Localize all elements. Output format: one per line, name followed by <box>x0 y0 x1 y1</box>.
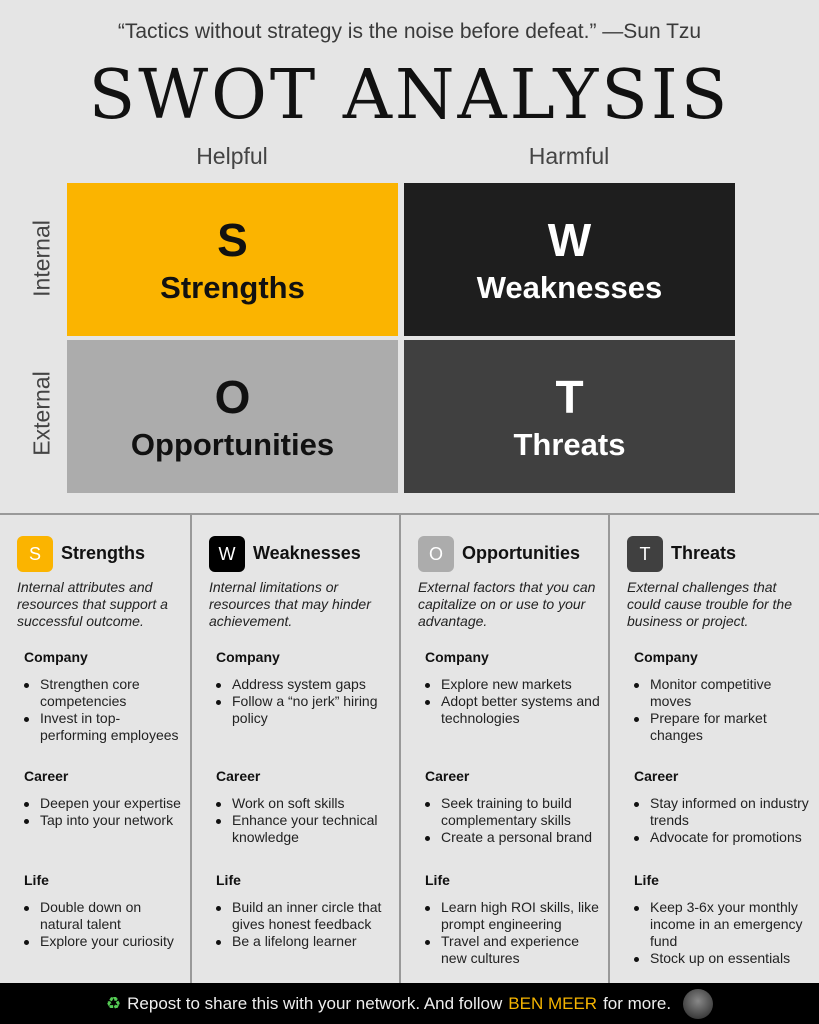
quadrant-letter: W <box>547 213 592 266</box>
quadrant-letter: S <box>217 213 248 266</box>
details-section: S Strengths Internal attributes and reso… <box>0 513 819 985</box>
list-item: Keep 3-6x your monthly income in an emer… <box>634 899 813 950</box>
column-description: Internal limitations or resources that m… <box>209 579 371 629</box>
group-company: Company Strengthen core competencies Inves… <box>24 649 184 744</box>
list-item: Stay informed on industry trends <box>634 795 813 829</box>
quadrant-letter: O <box>214 370 251 423</box>
author-link[interactable]: BEN MEER <box>508 993 598 1013</box>
list-item: Learn high ROI skills, like prompt engin… <box>425 899 602 933</box>
list-item: Stock up on essentials <box>634 950 813 967</box>
group-heading: Career <box>216 768 261 784</box>
column-threats: T Threats External challenges that could… <box>610 515 819 985</box>
page-title: SWOT ANALYSIS <box>88 56 731 135</box>
column-title: Threats <box>671 543 737 563</box>
group-heading: Career <box>634 768 679 784</box>
row-label-internal: Internal <box>28 220 55 297</box>
group-heading: Life <box>24 872 49 888</box>
quadrant-name: Strengths <box>160 269 305 305</box>
list-item: Deepen your expertise <box>24 795 184 812</box>
list-item: Work on soft skills <box>216 795 393 812</box>
badge-icon: T <box>627 536 663 572</box>
list-item: Enhance your technical knowledge <box>216 812 393 846</box>
column-title: Weaknesses <box>253 543 361 563</box>
column-description: External challenges that could cause tro… <box>627 579 792 629</box>
list-item: Adopt better systems and technologies <box>425 693 602 727</box>
badge-icon: O <box>418 536 454 572</box>
group-career: Career Seek training to build complementa… <box>425 768 602 846</box>
footer: ♻ Repost to share this with your network… <box>0 983 819 1024</box>
list-item: Prepare for market changes <box>634 710 813 744</box>
row-label-external: External <box>28 371 55 456</box>
group-life: Life Build an inner circle that gives hon… <box>216 872 393 950</box>
quadrant-name: Opportunities <box>130 426 335 462</box>
list-item: Address system gaps <box>216 676 393 693</box>
group-heading: Company <box>24 649 88 665</box>
list-item: Invest in top-performing employees <box>24 710 184 744</box>
group-heading: Career <box>425 768 470 784</box>
quadrant-weaknesses: W Weaknesses <box>404 183 735 336</box>
col-label-harmful: Harmful <box>528 143 610 169</box>
recycle-icon: ♻ <box>105 993 122 1013</box>
quadrant-name: Threats <box>513 426 626 462</box>
group-heading: Company <box>216 649 280 665</box>
group-heading: Company <box>634 649 698 665</box>
group-career: Career Stay informed on industry trends Ad… <box>634 768 813 846</box>
quote: “Tactics without strategy is the noise b… <box>117 20 702 43</box>
group-life: Life Double down on natural talent Explore… <box>24 872 184 950</box>
quadrant-opportunities: O Opportunities <box>67 340 398 493</box>
avatar <box>683 988 714 1019</box>
list-item: Strengthen core competencies <box>24 676 184 710</box>
list-item: Be a lifelong learner <box>216 933 393 950</box>
quadrant-strengths: S Strengths <box>67 183 398 336</box>
group-heading: Company <box>425 649 489 665</box>
list-item: Create a personal brand <box>425 829 602 846</box>
list-item: Tap into your network <box>24 812 184 829</box>
list-item: Advocate for promotions <box>634 829 813 846</box>
list-item: Double down on natural talent <box>24 899 184 933</box>
column-description: Internal attributes and resources that s… <box>17 579 168 629</box>
quadrant-threats: T Threats <box>404 340 735 493</box>
column-description: External factors that you can capitalize… <box>418 579 596 629</box>
group-heading: Life <box>216 872 241 888</box>
column-opportunities: O Opportunities External factors that yo… <box>401 515 610 985</box>
group-career: Career Deepen your expertise Tap into your… <box>24 768 184 829</box>
group-company: Company Address system gaps Follow a “no j… <box>216 649 393 727</box>
list-item: Follow a “no jerk” hiring policy <box>216 693 393 727</box>
group-heading: Career <box>24 768 69 784</box>
group-heading: Life <box>425 872 450 888</box>
column-title: Strengths <box>61 543 146 563</box>
column-title: Opportunities <box>462 543 580 563</box>
list-item: Explore your curiosity <box>24 933 184 950</box>
group-company: Company Explore new markets Adopt better s… <box>425 649 602 727</box>
column-strengths: S Strengths Internal attributes and reso… <box>0 515 192 985</box>
group-career: Career Work on soft skills Enhance your te… <box>216 768 393 846</box>
list-item: Explore new markets <box>425 676 602 693</box>
list-item: Build an inner circle that gives honest … <box>216 899 393 933</box>
quadrant-name: Weaknesses <box>476 269 663 305</box>
footer-text: Repost to share this with your network. … <box>127 993 503 1013</box>
group-heading: Life <box>634 872 659 888</box>
list-item: Travel and experience new cultures <box>425 933 602 967</box>
list-item: Monitor competitive moves <box>634 676 813 710</box>
badge-icon: W <box>209 536 245 572</box>
badge-icon: S <box>17 536 53 572</box>
footer-text-end: for more. <box>603 993 672 1013</box>
list-item: Seek training to build complementary ski… <box>425 795 602 829</box>
col-label-helpful: Helpful <box>196 143 268 169</box>
group-company: Company Monitor competitive moves Prepare … <box>634 649 813 744</box>
group-life: Life Learn high ROI skills, like prompt e… <box>425 872 602 967</box>
column-weaknesses: W Weaknesses Internal limitations or res… <box>192 515 401 985</box>
group-life: Life Keep 3-6x your monthly income in an … <box>634 872 813 967</box>
quadrant-letter: T <box>555 370 584 423</box>
